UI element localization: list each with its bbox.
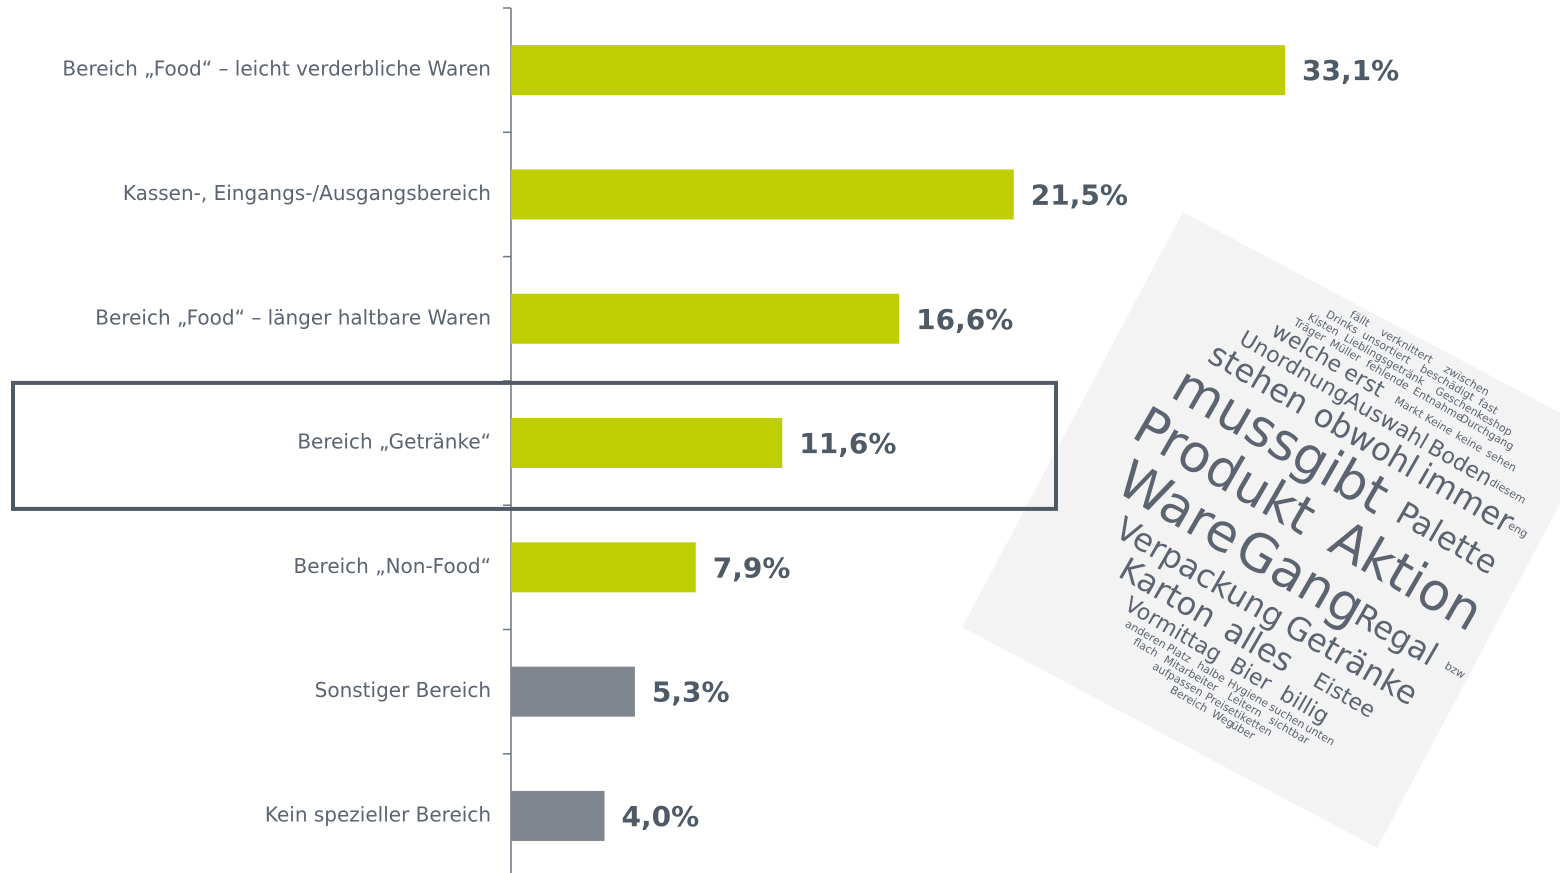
value-label: 21,5% [1031,178,1128,211]
bar [511,418,783,469]
category-label: Bereich „Getränke“ [297,430,491,454]
value-label: 11,6% [799,427,896,460]
category-label: Sonstiger Bereich [315,678,491,702]
category-label: Bereich „Food“ – länger haltbare Waren [95,305,491,329]
value-label: 4,0% [622,800,700,833]
cloud-background [962,212,1560,848]
category-label: Kassen-, Eingangs-/Ausgangsbereich [123,181,491,205]
category-label: Kein spezieller Bereich [265,802,491,826]
value-label: 7,9% [713,551,791,584]
bar [511,293,900,344]
bar [511,45,1285,96]
value-label: 16,6% [916,303,1013,336]
bar [511,169,1014,220]
value-label: 5,3% [652,676,730,709]
bar [511,666,635,717]
category-label: Bereich „Non-Food“ [294,554,491,578]
category-label: Bereich „Food“ – leicht verderbliche War… [62,57,491,81]
bar [511,542,696,593]
highlight-box [11,380,1058,511]
value-label: 33,1% [1302,54,1399,87]
bar [511,790,605,841]
